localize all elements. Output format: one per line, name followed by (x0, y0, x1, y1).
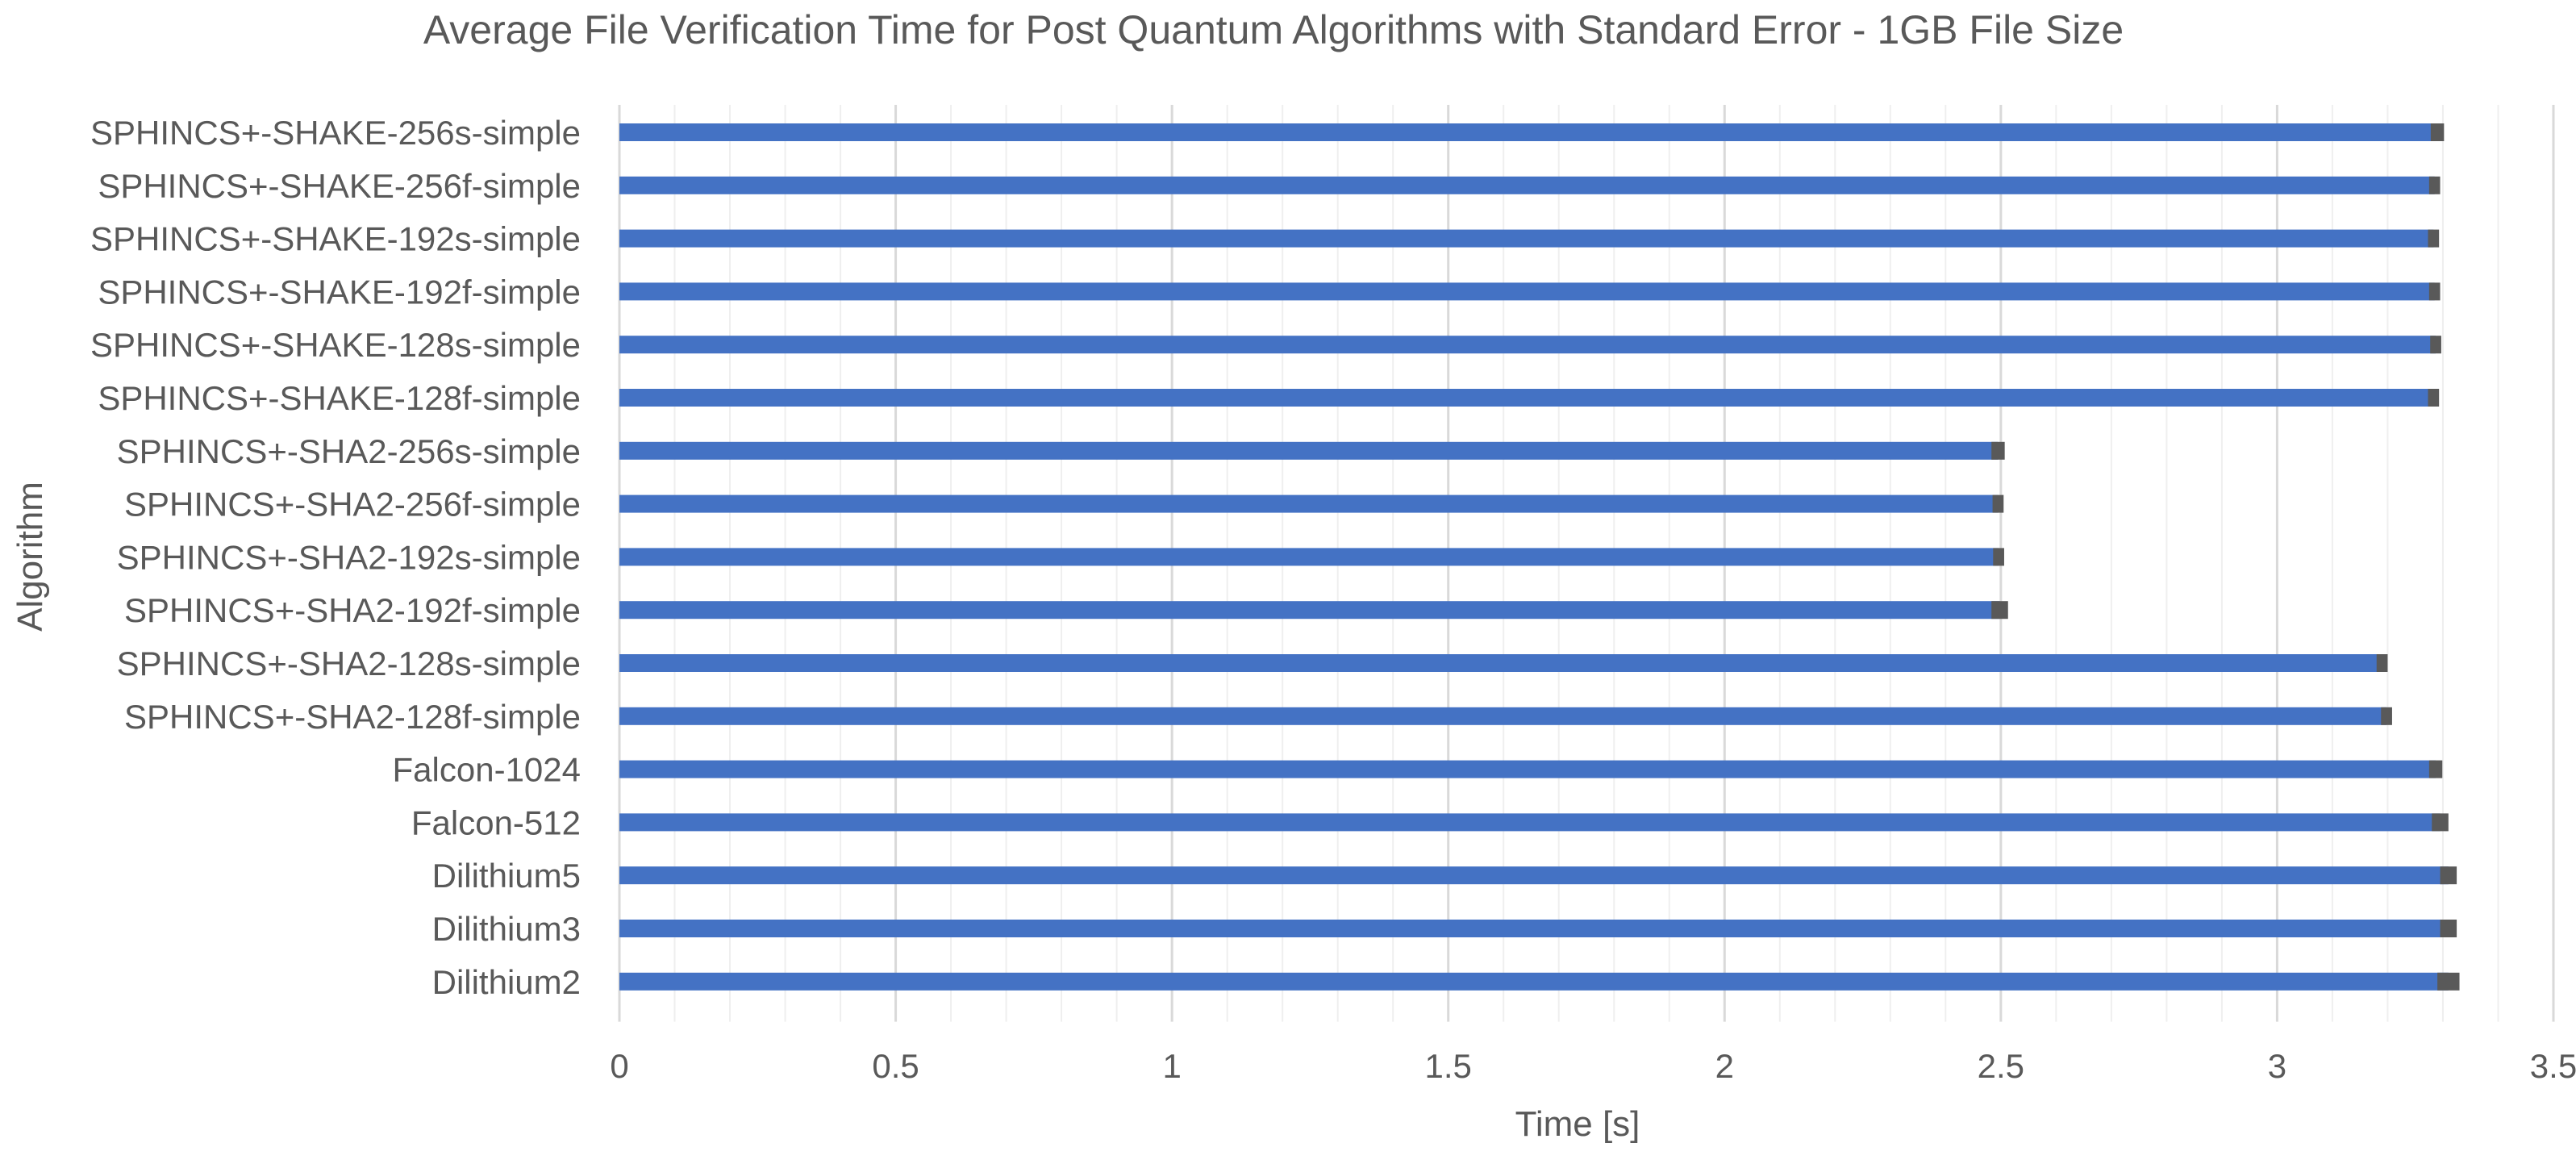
error-bar (2430, 336, 2441, 354)
category-labels: SPHINCS+-SHAKE-256s-simple SPHINCS+-SHAKE… (90, 114, 581, 1001)
x-tick-label: 2.5 (1978, 1047, 2024, 1085)
bar (619, 336, 2436, 354)
bar (619, 707, 2387, 725)
bar (619, 176, 2435, 194)
error-bar (2440, 920, 2457, 937)
error-bar (2428, 760, 2443, 778)
error-bar (2428, 229, 2440, 248)
category-label: SPHINCS+-SHAKE-192s-simple (90, 220, 581, 258)
error-bar (2428, 389, 2440, 407)
x-tick-label: 3 (2268, 1047, 2286, 1085)
category-label: SPHINCS+-SHA2-192s-simple (117, 538, 581, 576)
category-label: Dilithium2 (432, 963, 581, 1001)
bars (619, 123, 2449, 991)
x-tick-labels: 0 0.5 1 1.5 2 2.5 3 3.5 (610, 1047, 2576, 1085)
error-bar (1993, 548, 2004, 566)
y-axis-title: Algorithm (10, 482, 50, 632)
error-bar (2376, 654, 2388, 672)
bar (619, 654, 2382, 672)
x-tick-label: 0.5 (872, 1047, 919, 1085)
category-label: SPHINCS+-SHA2-128s-simple (117, 645, 581, 682)
bar (619, 494, 1999, 513)
bar (619, 282, 2435, 301)
chart-title: Average File Verification Time for Post … (423, 7, 2124, 52)
category-label: Dilithium3 (432, 910, 581, 948)
category-label: SPHINCS+-SHAKE-256s-simple (90, 114, 581, 152)
bar (619, 920, 2449, 937)
error-bar (2428, 176, 2441, 194)
category-label: Falcon-1024 (393, 751, 581, 789)
error-bar (2432, 813, 2449, 832)
x-tick-label: 0 (610, 1047, 628, 1085)
category-label: SPHINCS+-SHA2-128f-simple (124, 698, 581, 736)
bar (619, 548, 1999, 566)
error-bar (2428, 282, 2441, 301)
error-bar (2440, 866, 2457, 885)
bar (619, 760, 2436, 778)
bar (619, 972, 2449, 991)
x-tick-label: 3.5 (2530, 1047, 2576, 1085)
category-label: SPHINCS+-SHA2-256s-simple (117, 432, 581, 470)
category-label: SPHINCS+-SHAKE-256f-simple (98, 167, 581, 205)
error-bar (1991, 441, 2005, 460)
x-axis-title: Time [s] (1515, 1104, 1640, 1144)
bar (619, 229, 2434, 248)
error-bar (2381, 707, 2392, 725)
category-label: SPHINCS+-SHAKE-128f-simple (98, 379, 581, 417)
x-tick-label: 2 (1715, 1047, 1734, 1085)
error-bar (1991, 601, 2008, 620)
error-bar (1992, 494, 2004, 513)
bar (619, 441, 1999, 460)
error-bar (2430, 123, 2445, 141)
error-bars (1991, 123, 2460, 991)
bar (619, 123, 2438, 141)
bar (619, 866, 2449, 885)
bar (619, 813, 2441, 832)
category-label: SPHINCS+-SHA2-256f-simple (124, 486, 581, 524)
bar (619, 601, 2000, 620)
category-label: Falcon-512 (411, 803, 581, 841)
bar (619, 389, 2434, 407)
category-label: Dilithium5 (432, 857, 581, 895)
x-tick-label: 1 (1162, 1047, 1181, 1085)
category-label: SPHINCS+-SHAKE-128s-simple (90, 326, 581, 364)
error-bar (2437, 972, 2460, 991)
category-label: SPHINCS+-SHA2-192f-simple (124, 591, 581, 629)
category-label: SPHINCS+-SHAKE-192f-simple (98, 273, 581, 311)
x-tick-label: 1.5 (1425, 1047, 1472, 1085)
